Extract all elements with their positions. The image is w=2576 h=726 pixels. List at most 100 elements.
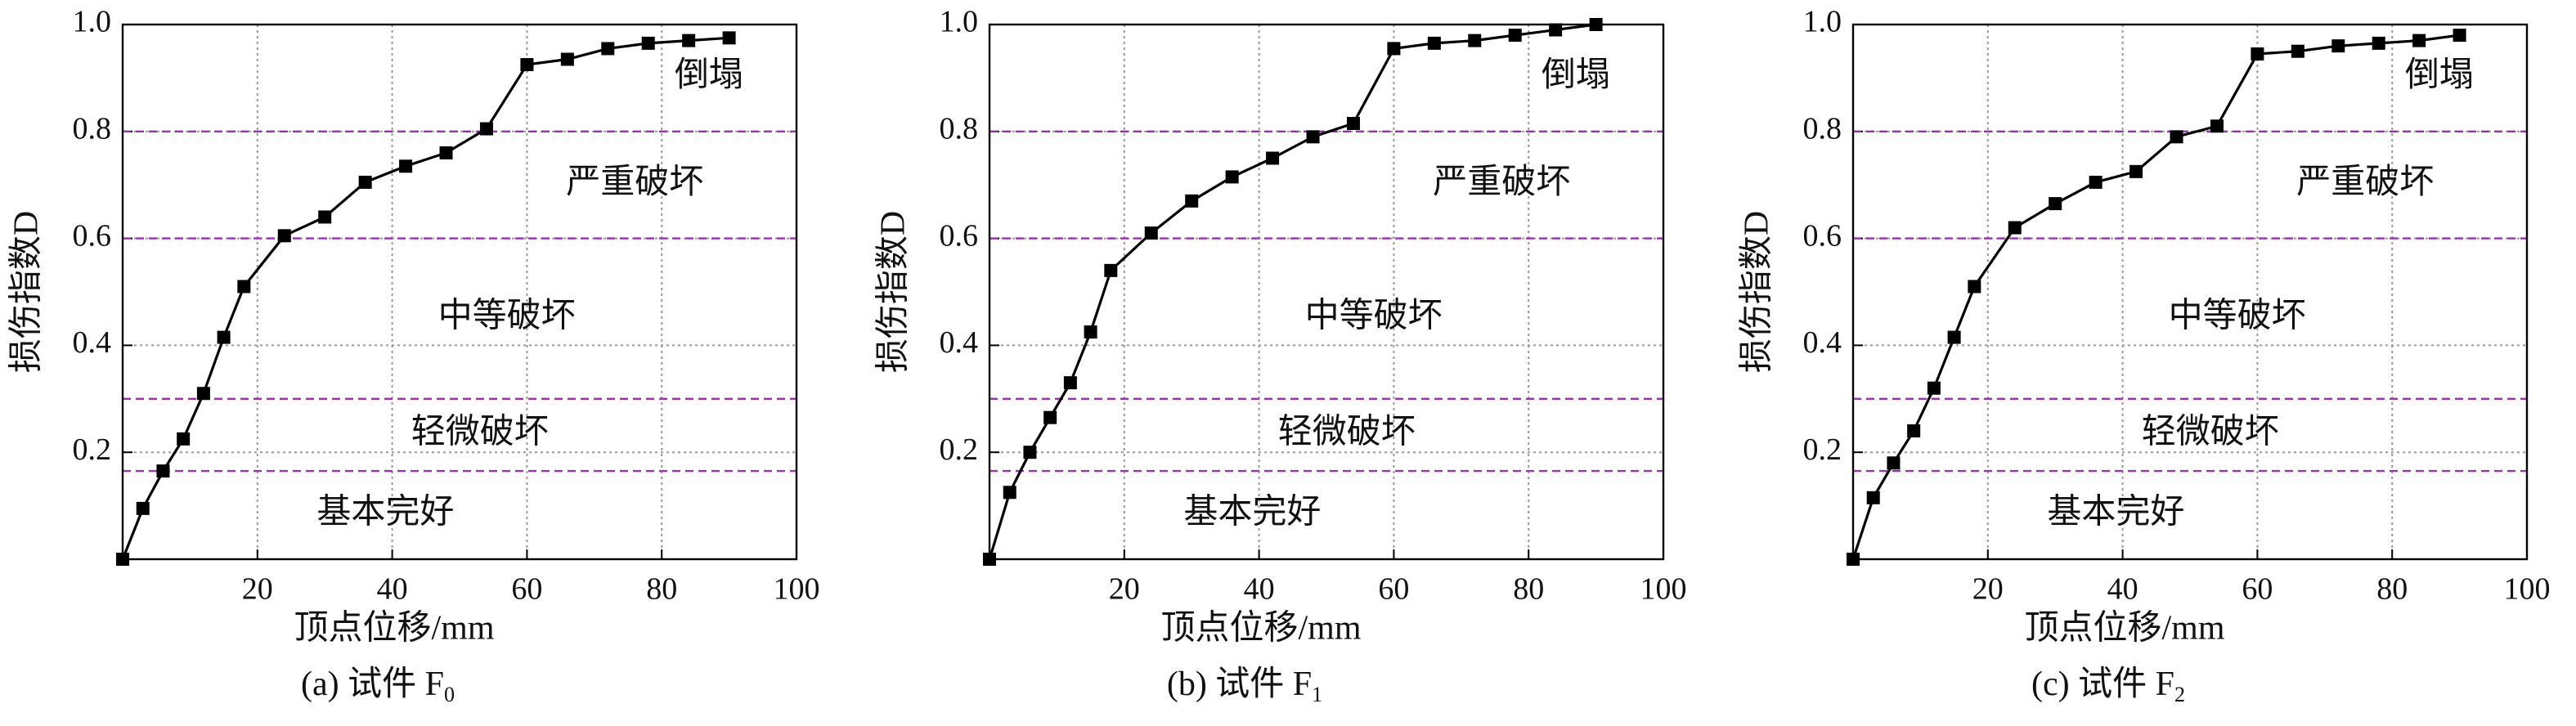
plot-frame	[1851, 23, 2529, 561]
x-tick-label: 80	[2376, 572, 2408, 607]
data-point	[1887, 456, 1901, 470]
data-point	[983, 553, 996, 566]
zone-label: 中等破坏	[438, 297, 576, 334]
data-line	[121, 36, 729, 560]
x-axis-label: 顶点位移/mm	[1160, 609, 1361, 648]
y-tick-label: 0.8	[1803, 112, 1842, 146]
caption: (b) 试件 F1	[1167, 666, 1322, 706]
y-axis-label: 损伤指数D	[875, 211, 913, 373]
y-tick-label: 0.6	[1803, 218, 1842, 253]
data-point	[439, 146, 453, 159]
caption-text: (a) 试件 F	[301, 666, 444, 703]
data-point	[2008, 221, 2022, 235]
data-point	[177, 432, 191, 446]
caption: (a) 试件 F0	[301, 666, 455, 706]
data-point	[1063, 376, 1077, 390]
data-point	[1947, 330, 1961, 344]
zone-label: 轻微破坏	[411, 414, 549, 451]
x-tick-label: 20	[242, 572, 273, 607]
data-point	[1549, 23, 1563, 37]
data-point	[1589, 18, 1603, 31]
data-point	[2331, 39, 2345, 53]
data-point	[1225, 170, 1239, 184]
y-tick-label: 0.8	[940, 112, 979, 146]
caption-subscript: 0	[444, 683, 455, 706]
zone-label: 倒塌	[1542, 56, 1610, 94]
zone-label: 基本完好	[2047, 493, 2184, 531]
data-line	[988, 23, 1596, 560]
zone-label: 中等破坏	[1305, 297, 1443, 334]
zone-label: 轻微破坏	[2142, 414, 2279, 451]
plot-frame	[121, 23, 798, 561]
caption-subscript: 2	[2174, 683, 2185, 706]
data-point	[1306, 130, 1320, 144]
data-point	[399, 159, 413, 173]
data-point	[1927, 381, 1941, 395]
data-point	[1266, 151, 1280, 165]
zone-label: 基本完好	[1183, 493, 1321, 531]
data-point	[1144, 226, 1158, 240]
data-point	[520, 58, 534, 72]
data-point	[641, 36, 655, 50]
data-point	[196, 387, 210, 401]
data-point	[2412, 34, 2426, 47]
x-tick-label: 40	[2107, 572, 2138, 607]
x-tick-label: 80	[646, 572, 677, 607]
data-point	[1003, 486, 1016, 500]
y-axis-label: 损伤指数D	[1739, 211, 1776, 373]
y-tick-label: 0.2	[1803, 432, 1842, 467]
zone-label: 中等破坏	[2169, 297, 2306, 334]
data-point	[2170, 130, 2183, 144]
zone-label: 严重破坏	[2296, 164, 2434, 201]
data-point	[318, 210, 332, 224]
data-point	[1104, 263, 1118, 277]
data-point	[1907, 424, 1921, 438]
y-tick-label: 0.2	[73, 432, 112, 467]
caption-subscript: 1	[1312, 683, 1322, 706]
y-tick-label: 0.6	[940, 218, 979, 253]
data-point	[2049, 197, 2062, 211]
data-point	[722, 31, 736, 45]
y-tick-label: 0.8	[73, 112, 112, 146]
y-tick-label: 0.2	[940, 432, 979, 467]
caption: (c) 试件 F2	[2031, 666, 2185, 706]
data-point	[1847, 553, 1860, 566]
data-point	[116, 553, 129, 566]
x-tick-label: 100	[2504, 572, 2551, 607]
y-axis-label: 损伤指数D	[8, 211, 46, 373]
data-point	[2129, 164, 2143, 178]
data-point	[479, 122, 493, 136]
data-point	[156, 464, 170, 478]
data-point	[1346, 116, 1360, 130]
data-point	[601, 42, 615, 56]
data-point	[1185, 194, 1199, 208]
caption-text: (c) 试件 F	[2031, 666, 2174, 703]
y-tick-label: 1.0	[940, 5, 979, 39]
x-tick-label: 20	[1109, 572, 1140, 607]
data-point	[1084, 325, 1097, 339]
data-point	[2210, 119, 2224, 133]
zone-label: 轻微破坏	[1278, 414, 1416, 451]
x-axis-label: 顶点位移/mm	[2024, 609, 2224, 648]
data-point	[1866, 491, 1880, 504]
x-tick-label: 60	[511, 572, 542, 607]
data-point	[136, 501, 150, 515]
zone-label: 严重破坏	[1433, 164, 1570, 201]
chart-panel: 20 40 60 80 100 0.2 0.4 0.6 0.8 1.0 基本完好 轻微破坏 中等破坏 严重…	[875, 5, 1687, 706]
y-tick-label: 0.4	[1803, 325, 1842, 360]
zone-label: 倒塌	[675, 56, 743, 94]
data-point	[2251, 47, 2264, 60]
data-point	[2453, 29, 2466, 43]
zone-label: 基本完好	[316, 493, 454, 531]
x-tick-label: 60	[2242, 572, 2273, 607]
x-tick-label: 100	[1640, 572, 1687, 607]
data-point	[358, 175, 372, 189]
x-axis-label: 顶点位移/mm	[294, 609, 494, 648]
x-tick-label: 60	[1378, 572, 1409, 607]
data-point	[560, 52, 574, 66]
caption-text: (b) 试件 F	[1167, 666, 1312, 703]
data-line	[1851, 34, 2460, 560]
plot-frame	[988, 23, 1665, 561]
y-tick-label: 1.0	[73, 5, 112, 39]
